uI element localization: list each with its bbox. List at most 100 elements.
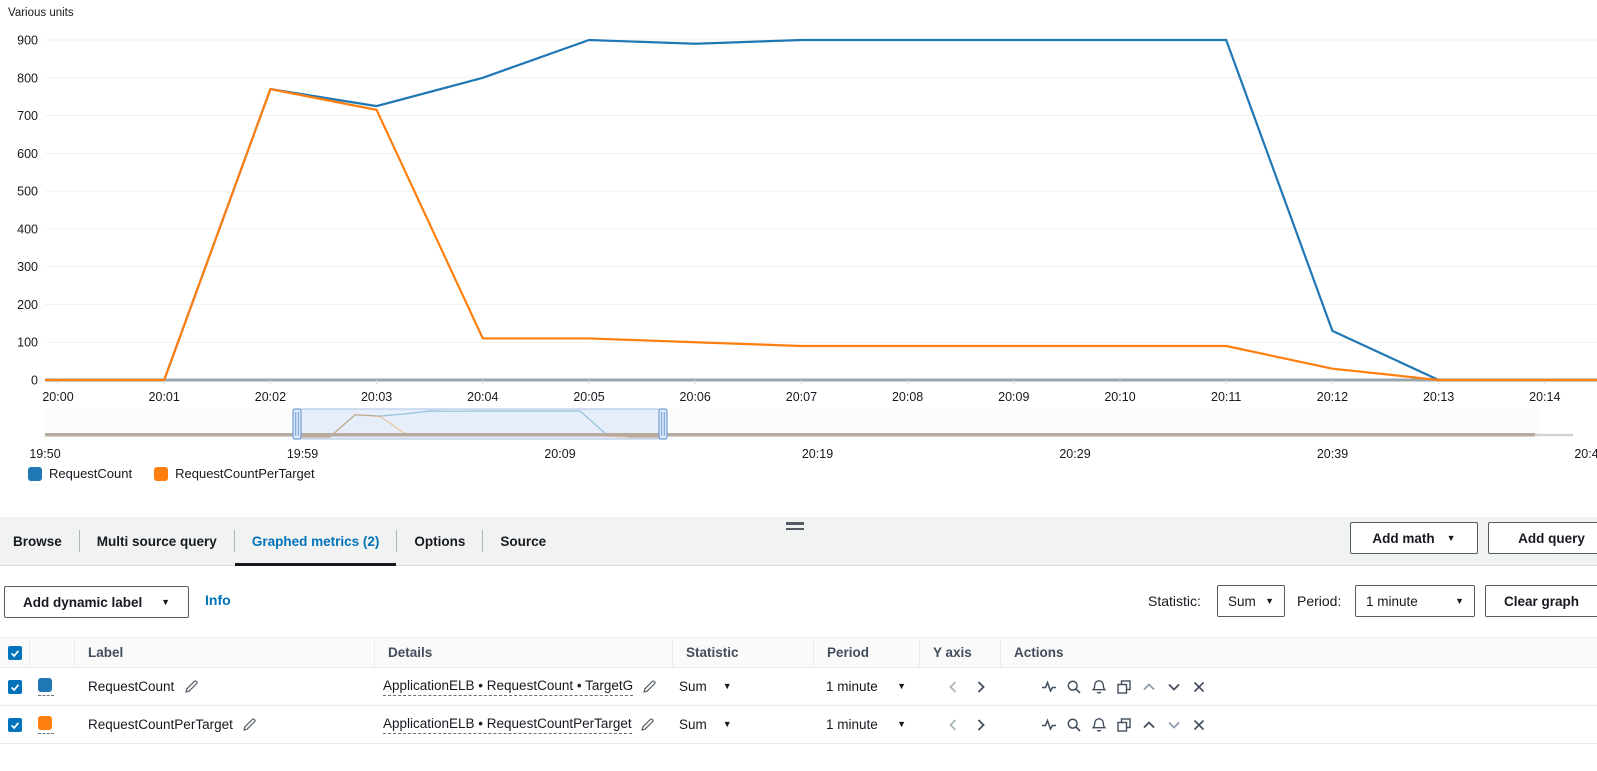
brush-handle[interactable] xyxy=(658,408,668,440)
alarm-bell-icon[interactable] xyxy=(1091,679,1107,695)
series-color-picker[interactable] xyxy=(38,715,54,734)
legend-item-requestcount[interactable]: RequestCount xyxy=(28,466,132,481)
period-value: 1 minute xyxy=(826,679,878,694)
alarm-bell-icon[interactable] xyxy=(1091,717,1107,733)
graph-pulse-icon[interactable] xyxy=(1041,717,1057,733)
row-checkbox-cell xyxy=(0,717,30,732)
brush-handle[interactable] xyxy=(292,408,302,440)
line-chart[interactable]: 0 100 200 300 400 500 600 700 800 900 20:00 20:01 20… xyxy=(0,0,1597,462)
timeline-tick-label: 20:29 xyxy=(1059,447,1090,461)
y-tick-label: 500 xyxy=(17,185,38,199)
tab-source[interactable]: Source xyxy=(500,533,547,549)
timeline-brush[interactable]: 19:50 19:59 20:09 20:19 20:29 20:39 20:49 xyxy=(29,408,1597,461)
move-down-icon[interactable] xyxy=(1166,717,1182,733)
graphed-metrics-toolbar: Add dynamic label ▼ Info Statistic: Sum … xyxy=(0,566,1597,637)
info-link[interactable]: Info xyxy=(205,592,231,608)
row-statistic-dropdown[interactable]: Sum ▼ xyxy=(673,679,814,694)
legend-label: RequestCountPerTarget xyxy=(175,466,315,481)
move-up-icon[interactable] xyxy=(1141,717,1157,733)
y-tick-label: 0 xyxy=(31,374,38,388)
caret-down-icon: ▼ xyxy=(722,681,732,691)
header-color-cell xyxy=(30,638,75,667)
header-period: Period xyxy=(814,638,920,667)
y-tick-label: 600 xyxy=(17,147,38,161)
edit-label-icon[interactable] xyxy=(183,679,199,695)
tab-separator xyxy=(482,530,484,552)
move-up-icon[interactable] xyxy=(1141,679,1157,695)
resize-handle-icon[interactable] xyxy=(786,519,806,533)
edit-details-icon[interactable] xyxy=(640,717,656,733)
statistic-select[interactable]: Sum ▼ xyxy=(1217,585,1285,617)
x-tick-label: 20:05 xyxy=(573,390,604,404)
caret-down-icon: ▼ xyxy=(1455,595,1464,606)
tab-graphed-metrics[interactable]: Graphed metrics (2) xyxy=(234,517,397,566)
row-statistic-dropdown[interactable]: Sum ▼ xyxy=(673,717,814,732)
add-math-button[interactable]: Add math ▼ xyxy=(1350,522,1478,554)
clear-graph-label: Clear graph xyxy=(1504,593,1580,609)
row-period-dropdown[interactable]: 1 minute ▼ xyxy=(814,717,920,732)
y-tick-label: 300 xyxy=(17,260,38,274)
edit-label-icon[interactable] xyxy=(242,717,258,733)
table-header-row: Label Details Statistic Period Y axis Ac… xyxy=(0,637,1597,668)
add-dynamic-label-button[interactable]: Add dynamic label ▼ xyxy=(4,586,189,618)
x-tick-label: 20:10 xyxy=(1104,390,1135,404)
graph-pulse-icon[interactable] xyxy=(1041,679,1057,695)
duplicate-icon[interactable] xyxy=(1116,717,1132,733)
x-tick-label: 20:07 xyxy=(786,390,817,404)
table-row: RequestCountPerTarget ApplicationELB • R… xyxy=(0,706,1597,744)
x-tick-label: 20:00 xyxy=(42,390,73,404)
x-tick-label: 20:11 xyxy=(1211,390,1241,404)
zoom-search-icon[interactable] xyxy=(1066,679,1082,695)
metric-label: RequestCount xyxy=(88,679,175,694)
caret-down-icon: ▼ xyxy=(722,719,732,729)
remove-icon[interactable] xyxy=(1191,717,1207,733)
add-dynamic-label-text: Add dynamic label xyxy=(23,594,143,610)
metric-details-link[interactable]: ApplicationELB • RequestCount • TargetG xyxy=(383,678,634,696)
row-details-cell: ApplicationELB • RequestCount • TargetG xyxy=(375,678,673,696)
y-axis-left-icon[interactable] xyxy=(946,717,962,733)
y-axis-left-icon[interactable] xyxy=(946,679,962,695)
tab-multi-source-query[interactable]: Multi source query xyxy=(96,533,217,549)
row-y-axis-cell xyxy=(920,679,1001,695)
row-period-dropdown[interactable]: 1 minute ▼ xyxy=(814,679,920,694)
series-line-requestcountpertarget[interactable] xyxy=(45,88,1597,382)
header-label: Label xyxy=(75,638,375,667)
timeline-tick-label: 19:59 xyxy=(287,447,318,461)
timeline-tick-label: 20:19 xyxy=(802,447,833,461)
header-checkbox-cell xyxy=(0,638,30,667)
row-checkbox[interactable] xyxy=(8,717,22,732)
tab-separator xyxy=(396,530,398,552)
caret-down-icon: ▼ xyxy=(1446,532,1456,543)
timeline-tick-label: 20:49 xyxy=(1574,447,1597,461)
y-axis-right-icon[interactable] xyxy=(972,679,988,695)
legend-label: RequestCount xyxy=(49,466,133,481)
graphed-metrics-table: Label Details Statistic Period Y axis Ac… xyxy=(0,637,1597,744)
series-color-picker[interactable] xyxy=(38,677,54,696)
caret-down-icon: ▼ xyxy=(897,681,906,691)
timeline-tick-label: 19:50 xyxy=(29,447,60,461)
period-select[interactable]: 1 minute ▼ xyxy=(1355,585,1475,617)
tab-options[interactable]: Options xyxy=(414,533,466,549)
row-checkbox[interactable] xyxy=(8,679,22,694)
move-down-icon[interactable] xyxy=(1166,679,1182,695)
add-query-button[interactable]: Add query ▼ xyxy=(1488,522,1597,554)
duplicate-icon[interactable] xyxy=(1116,679,1132,695)
grid: 0 100 200 300 400 500 600 700 800 900 20:00 20:01 20… xyxy=(17,34,1597,404)
y-tick-label: 800 xyxy=(17,71,38,85)
clear-graph-button[interactable]: Clear graph xyxy=(1485,585,1597,617)
y-tick-label: 400 xyxy=(17,222,38,236)
statistic-value: Sum xyxy=(1228,593,1256,609)
x-tick-label: 20:01 xyxy=(149,390,180,404)
y-axis-right-icon[interactable] xyxy=(972,717,988,733)
remove-icon[interactable] xyxy=(1191,679,1207,695)
metric-details-link[interactable]: ApplicationELB • RequestCountPerTarget xyxy=(383,716,632,734)
edit-details-icon[interactable] xyxy=(641,679,657,695)
header-details: Details xyxy=(375,638,673,667)
tab-browse[interactable]: Browse xyxy=(13,533,62,549)
zoom-search-icon[interactable] xyxy=(1066,717,1082,733)
legend-item-requestcountpertarget[interactable]: RequestCountPerTarget xyxy=(154,466,315,481)
x-tick-label: 20:09 xyxy=(998,390,1029,404)
select-all-checkbox[interactable] xyxy=(8,645,22,660)
header-actions: Actions xyxy=(1014,645,1064,660)
timeline-tick-label: 20:39 xyxy=(1317,447,1348,461)
